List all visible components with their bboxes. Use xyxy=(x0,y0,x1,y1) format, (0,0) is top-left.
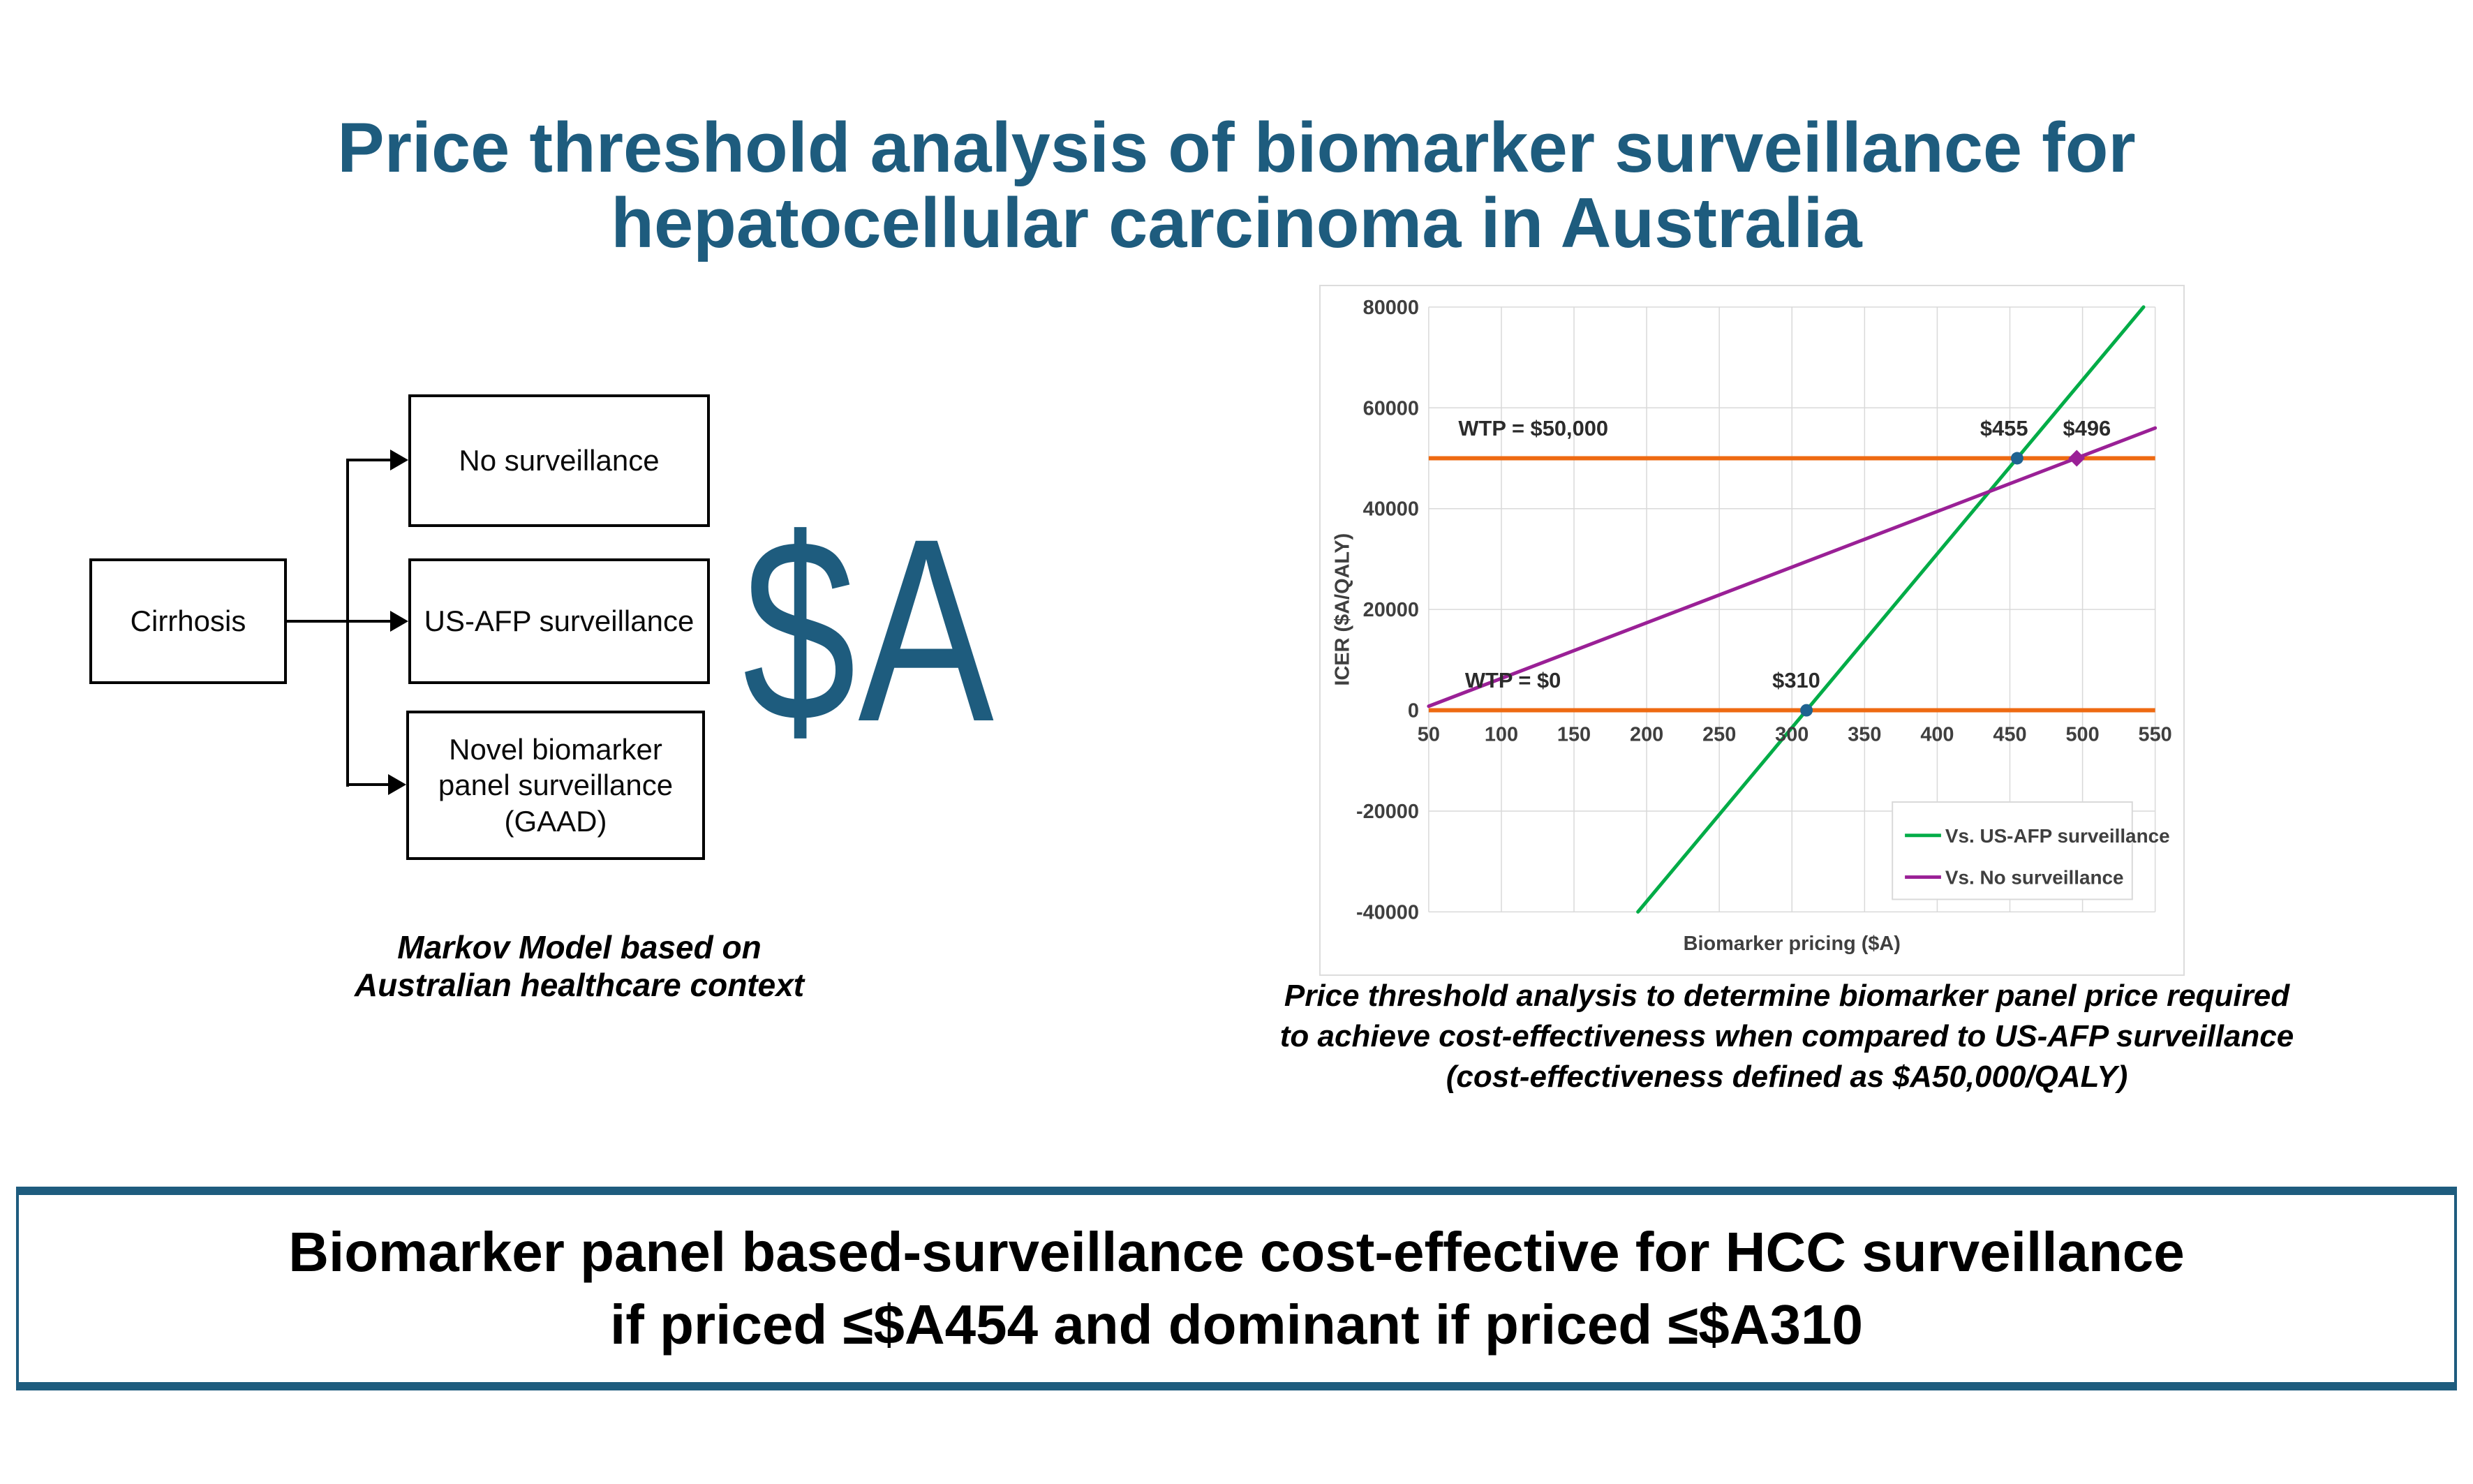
markov-model-caption: Markov Model based on Australian healthc… xyxy=(293,928,866,1004)
chart-caption-line3: (cost-effectiveness defined as $A50,000/… xyxy=(1446,1060,2128,1095)
series-line xyxy=(1636,305,2146,914)
cirrhosis-box: Cirrhosis xyxy=(89,558,287,684)
markov-caption-line2: Australian healthcare context xyxy=(354,967,805,1004)
x-tick-label: 500 xyxy=(2065,723,2099,745)
legend-label: Vs. US-AFP surveillance xyxy=(1945,825,2170,847)
conclusion-banner: Biomarker panel based-surveillance cost-… xyxy=(16,1187,2457,1390)
tree-branch-top-line xyxy=(346,459,390,461)
page-title-line2: hepatocellular carcinoma in Australia xyxy=(611,184,1862,263)
legend-box xyxy=(1892,801,2133,900)
x-tick-label: 550 xyxy=(2139,723,2172,745)
arrow-to-biomarker-icon xyxy=(388,774,406,795)
us-afp-surveillance-label: US-AFP surveillance xyxy=(424,604,695,638)
chart-annotation: WTP = $0 xyxy=(1465,668,1561,692)
biomarker-panel-box: Novel biomarker panel surveillance (GAAD… xyxy=(406,711,705,860)
y-axis-title: ICER ($A/QALY) xyxy=(1331,533,1353,686)
series-line xyxy=(1427,426,2158,708)
x-tick-label: 300 xyxy=(1775,723,1809,745)
legend-label: Vs. No surveillance xyxy=(1945,867,2124,889)
x-tick-label: 50 xyxy=(1418,723,1440,745)
x-tick-label: 400 xyxy=(1920,723,1954,745)
australian-dollar-symbol: $A xyxy=(743,484,997,776)
conclusion-line2: if priced ≤$A454 and dominant if priced … xyxy=(610,1293,1863,1356)
icer-vs-price-chart: WTP = $50,000 $455 $496 WTP = $0 $310 50 100 15… xyxy=(1331,297,2172,955)
threshold-marker xyxy=(1800,704,1813,717)
y-tick-label: 0 xyxy=(1408,699,1419,722)
tree-branch-bottom-line xyxy=(346,783,388,786)
chart-caption: Price threshold analysis to determine bi… xyxy=(1201,976,2373,1097)
chart-caption-line1: Price threshold analysis to determine bi… xyxy=(1284,979,2290,1013)
page-title-line1: Price threshold analysis of biomarker su… xyxy=(337,109,2136,187)
threshold-marker xyxy=(2010,452,2023,465)
y-tick-label: 80000 xyxy=(1363,297,1419,319)
chart-caption-line2: to achieve cost-effectiveness when compa… xyxy=(1279,1019,2294,1054)
arrow-to-no-surveillance-icon xyxy=(390,450,408,470)
tree-branch-mid-line xyxy=(287,620,390,623)
chart-annotation: $496 xyxy=(2063,416,2111,440)
page-title: Price threshold analysis of biomarker su… xyxy=(0,110,2473,261)
x-tick-label: 350 xyxy=(1848,723,1881,745)
markov-caption-line1: Markov Model based on xyxy=(397,929,762,965)
x-tick-label: 200 xyxy=(1630,723,1663,745)
y-tick-label: 40000 xyxy=(1363,498,1419,521)
arrow-to-us-afp-icon xyxy=(390,611,408,632)
chart-annotation: WTP = $50,000 xyxy=(1458,416,1608,440)
chart-annotation: $310 xyxy=(1772,668,1820,692)
cirrhosis-label: Cirrhosis xyxy=(130,604,246,638)
x-tick-label: 100 xyxy=(1485,723,1518,745)
icer-chart-panel: WTP = $50,000 $455 $496 WTP = $0 $310 50 100 15… xyxy=(1319,285,2185,976)
conclusion-line1: Biomarker panel based-surveillance cost-… xyxy=(288,1221,2185,1284)
no-surveillance-box: No surveillance xyxy=(408,394,710,527)
threshold-marker xyxy=(2068,450,2086,467)
x-tick-label: 250 xyxy=(1702,723,1736,745)
chart-annotation: $455 xyxy=(1980,416,2028,440)
y-tick-label: 20000 xyxy=(1363,599,1419,621)
x-tick-label: 150 xyxy=(1557,723,1591,745)
no-surveillance-label: No surveillance xyxy=(459,444,660,477)
x-tick-label: 450 xyxy=(1993,723,2026,745)
y-tick-label: 60000 xyxy=(1363,397,1419,420)
y-tick-label: -40000 xyxy=(1356,901,1419,923)
us-afp-surveillance-box: US-AFP surveillance xyxy=(408,558,710,684)
x-axis-title: Biomarker pricing ($A) xyxy=(1684,933,1901,955)
y-tick-label: -20000 xyxy=(1356,801,1419,823)
biomarker-panel-label: Novel biomarker panel surveillance (GAAD… xyxy=(438,733,674,838)
tree-trunk-line xyxy=(346,459,349,787)
